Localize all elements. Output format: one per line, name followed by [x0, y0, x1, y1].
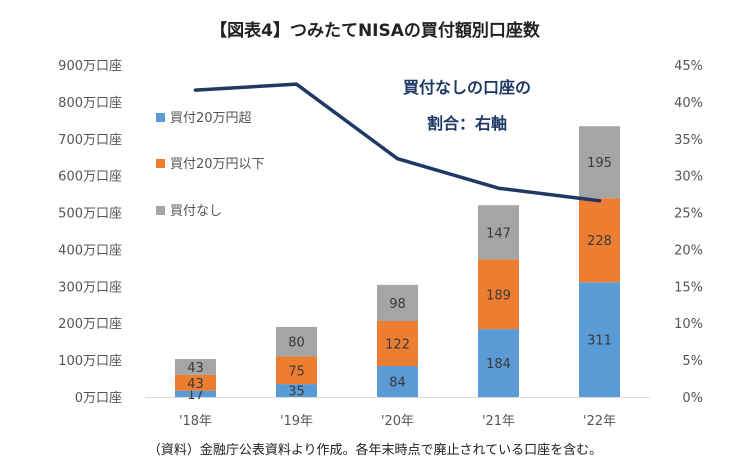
- bar-data-label: 98: [389, 297, 406, 312]
- bar-segment: [478, 205, 519, 260]
- ratio-line: [193, 82, 602, 203]
- y2-tick-label: 30%: [674, 170, 703, 185]
- ratio-point: [194, 88, 197, 92]
- y-tick-label: 0万口座: [75, 391, 122, 406]
- legend-label: 買付なし: [170, 204, 222, 219]
- ratio-point: [295, 82, 298, 86]
- bar-data-label: 184: [486, 357, 511, 372]
- x-tick-label: '22年: [583, 414, 616, 429]
- bar-segment: [478, 259, 519, 330]
- bar-data-label: 84: [389, 376, 406, 391]
- y-tick-label: 500万口座: [58, 207, 122, 222]
- ratio-point: [598, 199, 601, 203]
- y-tick-label: 200万口座: [58, 317, 122, 332]
- bar-data-label: 35: [288, 385, 305, 400]
- x-tick-label: '21年: [482, 414, 515, 429]
- annotation-line-2: 割合：右軸: [427, 114, 507, 133]
- bar-segment: [175, 374, 216, 391]
- ratio-point: [396, 157, 399, 161]
- bar-segment: [175, 390, 216, 397]
- bar-segment: [478, 329, 519, 397]
- bar-data-label: 17: [187, 388, 204, 403]
- y2-tick-label: 40%: [674, 96, 703, 111]
- y2-tick-label: 15%: [674, 280, 703, 295]
- bar-segment: [276, 356, 317, 385]
- bar-segment: [276, 326, 317, 357]
- y-tick-label: 700万口座: [58, 133, 122, 148]
- bar-segment: [579, 126, 620, 199]
- y2-tick-label: 20%: [674, 243, 703, 258]
- source-note: （資料）金融庁公表資料より作成。各年末時点で廃止されている口座を含む。: [147, 443, 603, 458]
- x-tick-label: '20年: [381, 414, 414, 429]
- bar-data-label: 189: [486, 288, 511, 303]
- y2-tick-label: 5%: [682, 354, 703, 369]
- legend-label: 買付20万円超: [170, 111, 252, 126]
- bar-data-label: 195: [587, 156, 612, 171]
- legend-swatch: [156, 159, 165, 168]
- y2-tick-label: 10%: [674, 317, 703, 332]
- bar-segment: [175, 359, 216, 375]
- y2-tick-label: 45%: [674, 59, 703, 74]
- bar-data-label: 228: [587, 234, 612, 249]
- x-tick-label: '18年: [179, 414, 212, 429]
- y-tick-label: 300万口座: [58, 280, 122, 295]
- bar-segment: [377, 321, 418, 367]
- legend-swatch: [156, 206, 165, 215]
- bar-data-label: 311: [587, 334, 612, 349]
- bar-segment: [377, 366, 418, 397]
- ratio-point: [497, 186, 500, 190]
- bar-data-label: 80: [288, 336, 305, 351]
- bar-data-label: 43: [187, 361, 204, 376]
- bar-segment: [377, 284, 418, 322]
- bar-data-label: 75: [288, 364, 305, 379]
- y-tick-label: 900万口座: [58, 59, 122, 74]
- y-tick-label: 100万口座: [58, 354, 122, 369]
- annotation-line-1: 買付なしの口座の: [403, 78, 531, 97]
- chart-title: 【図表4】つみたてNISAの買付額別口座数: [210, 21, 540, 41]
- bar-segment: [579, 198, 620, 283]
- bar-data-label: 43: [187, 377, 204, 392]
- legend-swatch: [156, 113, 165, 122]
- y2-tick-label: 0%: [682, 391, 703, 406]
- legend-label: 買付20万円以下: [170, 157, 265, 172]
- y2-tick-label: 25%: [674, 207, 703, 222]
- y-tick-label: 800万口座: [58, 96, 122, 111]
- x-tick-label: '19年: [280, 414, 313, 429]
- bar-segment: [579, 282, 620, 397]
- bar-data-label: 147: [486, 226, 511, 241]
- y2-tick-label: 35%: [674, 133, 703, 148]
- bar-data-label: 122: [385, 338, 410, 353]
- bar-segment: [276, 384, 317, 397]
- y-tick-label: 400万口座: [58, 243, 122, 258]
- y-tick-label: 600万口座: [58, 170, 122, 185]
